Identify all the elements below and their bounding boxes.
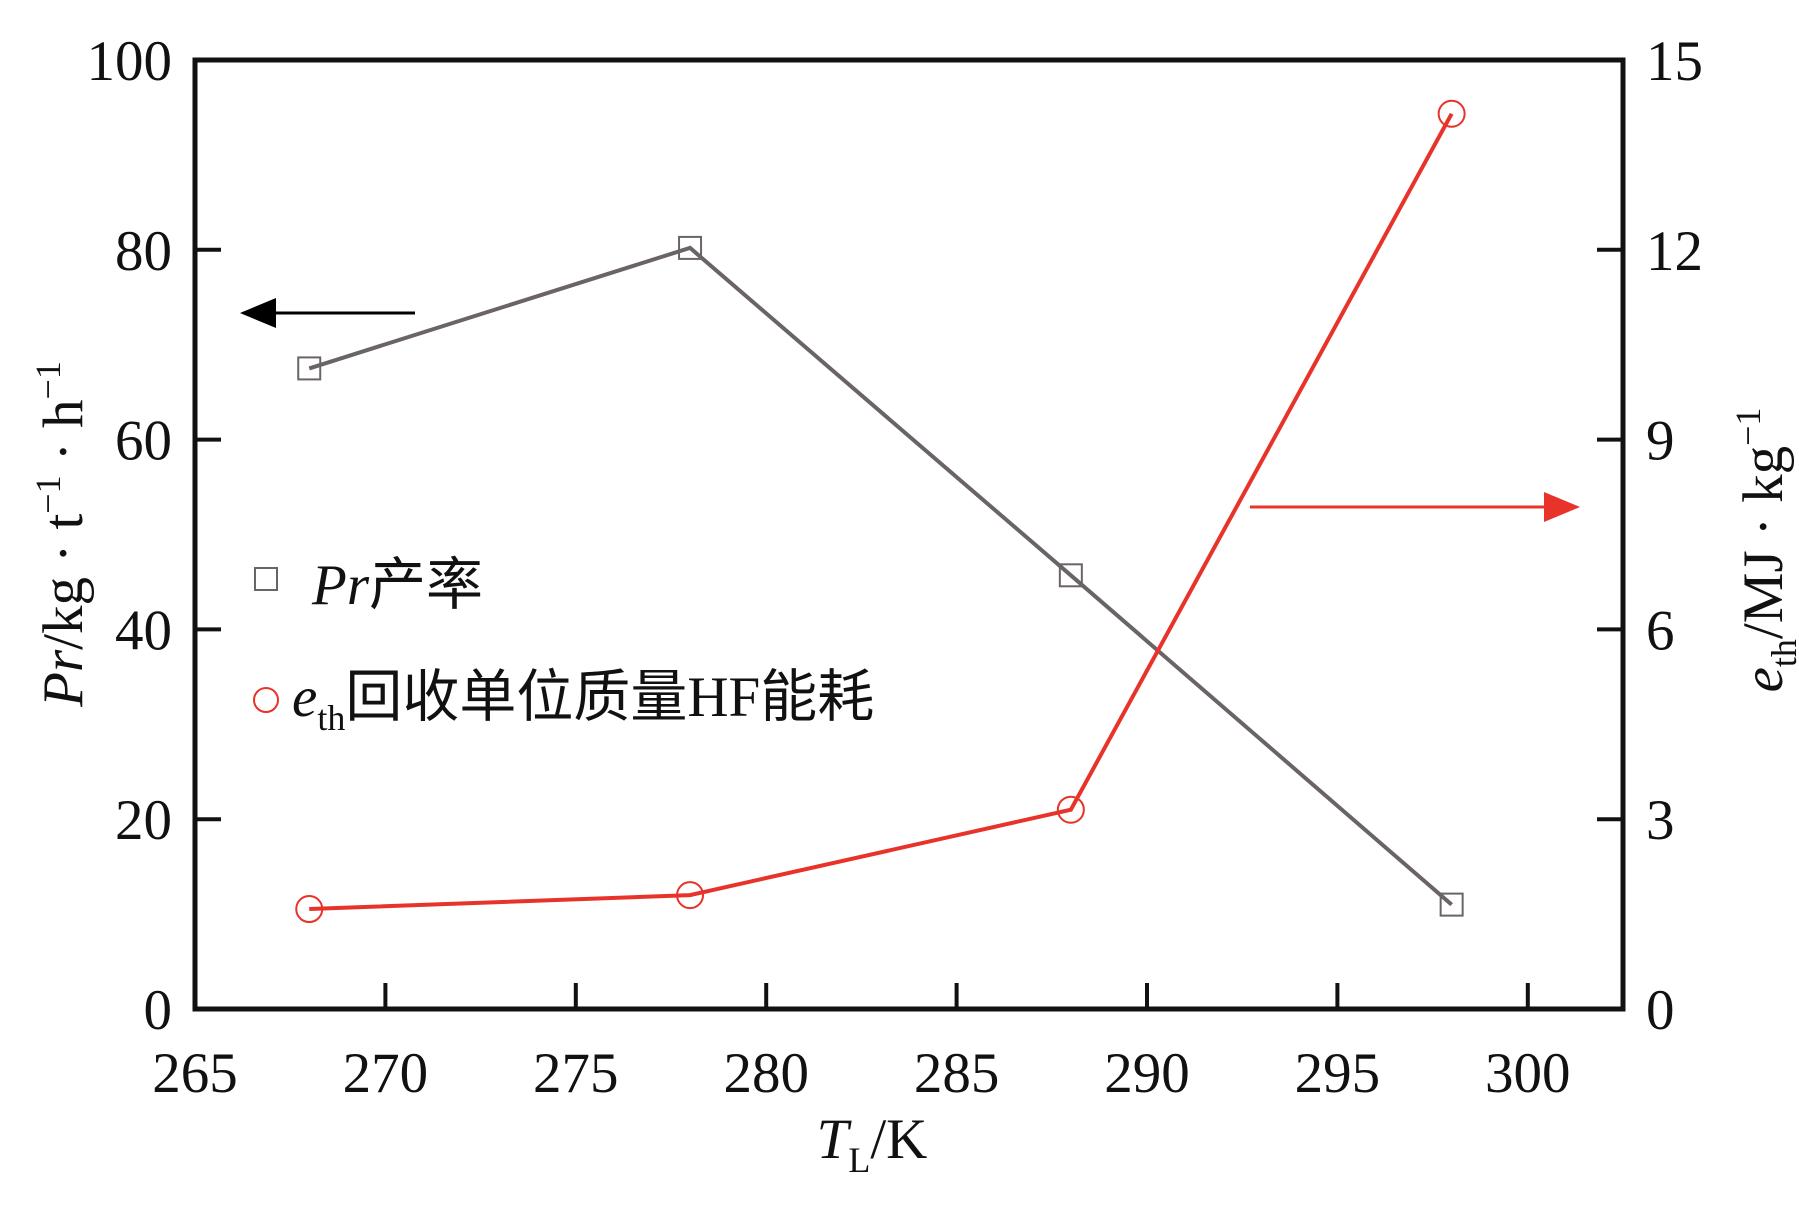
y-tick-label: 60 — [115, 410, 172, 473]
series-line — [309, 112, 1454, 912]
series-line — [308, 245, 1453, 907]
y2-label-part: /MJ · kg — [1732, 446, 1795, 639]
x-label-sub: L — [848, 1140, 870, 1180]
plot-frame — [192, 57, 1626, 1012]
point — [1056, 795, 1085, 824]
y-axis-label: Pr/kg · t−1 · h−1 — [28, 361, 95, 708]
point — [1437, 99, 1466, 128]
point — [676, 881, 705, 910]
y2-tick-label: 0 — [1646, 979, 1675, 1042]
x-tick-label: 270 — [343, 1042, 429, 1105]
x-tick-label: 265 — [152, 1042, 238, 1105]
y2-tick-label: 15 — [1646, 30, 1703, 93]
y-tick-label: 40 — [115, 599, 172, 662]
legend-sub: th — [317, 698, 345, 738]
legend-part: Pr — [311, 554, 370, 617]
y2-label-sub: th — [1764, 639, 1799, 667]
y2-tick-label: 3 — [1646, 789, 1675, 852]
legend-part: e — [292, 666, 317, 729]
legend-marker — [253, 687, 279, 713]
y-tick-label: 20 — [115, 789, 172, 852]
x-tick-label: 295 — [1295, 1042, 1381, 1105]
y-label-part: Pr — [32, 649, 95, 708]
x-label-part: T — [817, 1108, 853, 1171]
y2-label-sup: −1 — [1728, 408, 1768, 446]
legend-entry: Pr产率 — [311, 554, 483, 617]
point — [1058, 563, 1083, 588]
y2-tick-label: 6 — [1646, 599, 1675, 662]
y-label-sup: −1 — [28, 475, 68, 513]
point — [1439, 892, 1464, 917]
point — [295, 895, 324, 924]
point — [297, 356, 322, 381]
y-label-sup: −1 — [28, 361, 68, 399]
y2-tick-label: 9 — [1646, 410, 1675, 473]
y2-axis-label: eth/MJ · kg−1 — [1728, 408, 1799, 693]
point — [678, 235, 703, 260]
y-tick-label: 80 — [115, 220, 172, 283]
x-tick-label: 275 — [533, 1042, 619, 1105]
x-tick-label: 300 — [1485, 1042, 1571, 1105]
x-label-part: /K — [870, 1108, 927, 1171]
legend-part: 回收单位质量HF能耗 — [345, 666, 874, 729]
x-tick-label: 280 — [723, 1042, 809, 1105]
y2-tick-label: 12 — [1646, 220, 1703, 283]
y-label-part: /kg · t — [32, 514, 95, 650]
x-axis-label: TL/K — [817, 1108, 928, 1180]
legend-marker — [254, 567, 278, 591]
legend-part: 产率 — [369, 554, 483, 617]
y-tick-label: 0 — [144, 979, 173, 1042]
legend-entry: eth回收单位质量HF能耗 — [292, 666, 874, 738]
y-label-part: · h — [32, 399, 95, 475]
x-tick-label: 290 — [1104, 1042, 1190, 1105]
x-tick-label: 285 — [914, 1042, 1000, 1105]
y2-label-part: e — [1732, 667, 1795, 692]
y-tick-label: 100 — [87, 30, 173, 93]
